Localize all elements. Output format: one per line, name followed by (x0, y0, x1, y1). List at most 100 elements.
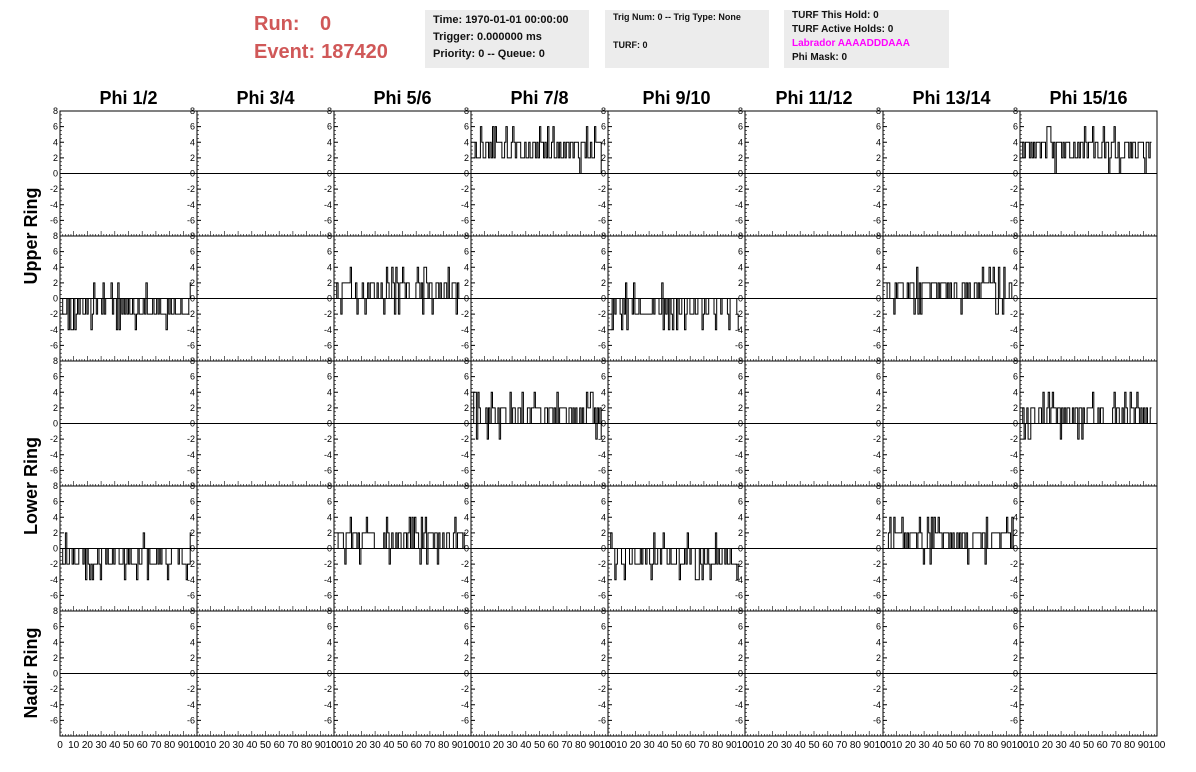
x-tick-label: 80 (987, 740, 999, 751)
x-tick-label: 0 (468, 740, 474, 751)
y-tick-label: 2 (1013, 528, 1018, 538)
y-tick-label: -4 (461, 200, 469, 210)
y-tick-label: -6 (324, 715, 332, 725)
x-tick-label: 80 (164, 740, 176, 751)
y-tick-label: 8 (327, 356, 332, 366)
y-tick-label: 6 (327, 622, 332, 632)
y-tick-label: 2 (876, 153, 881, 163)
y-tick-label: -6 (50, 215, 58, 225)
waveform-trace (336, 266, 466, 315)
x-tick-label: 100 (326, 740, 343, 751)
x-tick-label: 100 (737, 740, 754, 751)
y-tick-label: 2 (738, 653, 743, 663)
y-tick-label: -4 (324, 200, 332, 210)
y-tick-label: 2 (1013, 653, 1018, 663)
y-tick-label: -2 (873, 184, 881, 194)
y-tick-label: 0 (601, 169, 606, 179)
y-tick-label: -4 (735, 575, 743, 585)
y-tick-label: 4 (53, 262, 58, 272)
x-tick-label: 90 (1138, 740, 1150, 751)
y-tick-label: -4 (735, 700, 743, 710)
x-tick-label: 80 (712, 740, 724, 751)
y-tick-label: -6 (50, 590, 58, 600)
y-tick-label: 4 (190, 512, 195, 522)
x-tick-label: 80 (575, 740, 587, 751)
y-tick-label: -6 (187, 340, 195, 350)
y-tick-label: 4 (190, 387, 195, 397)
x-tick-label: 20 (1042, 740, 1054, 751)
y-tick-label: -2 (50, 434, 58, 444)
x-tick-label: 30 (370, 740, 382, 751)
y-tick-label: 8 (1013, 356, 1018, 366)
y-tick-label: 6 (738, 622, 743, 632)
y-tick-label: 6 (327, 247, 332, 257)
y-tick-label: 2 (53, 653, 58, 663)
y-tick-label: 8 (464, 606, 469, 616)
y-tick-label: 0 (1013, 294, 1018, 304)
y-tick-label: 0 (601, 419, 606, 429)
y-tick-label: 2 (876, 653, 881, 663)
column-header: Phi 13/14 (912, 88, 990, 108)
y-tick-label: 2 (601, 653, 606, 663)
y-tick-label: -2 (50, 684, 58, 694)
x-tick-label: 80 (1124, 740, 1136, 751)
y-tick-label: 8 (327, 106, 332, 116)
y-tick-label: 8 (1013, 106, 1018, 116)
y-tick-label: 6 (190, 497, 195, 507)
y-tick-label: 6 (190, 622, 195, 632)
x-tick-label: 50 (808, 740, 820, 751)
x-tick-label: 40 (1069, 740, 1081, 751)
x-tick-label: 70 (973, 740, 985, 751)
x-tick-label: 10 (616, 740, 628, 751)
x-tick-label: 30 (233, 740, 245, 751)
y-tick-label: -2 (187, 184, 195, 194)
y-tick-label: 8 (876, 231, 881, 241)
x-tick-label: 80 (850, 740, 862, 751)
y-tick-label: 4 (190, 262, 195, 272)
y-tick-label: -2 (461, 559, 469, 569)
y-tick-label: 6 (738, 247, 743, 257)
y-tick-label: 8 (1013, 606, 1018, 616)
y-tick-label: 8 (327, 481, 332, 491)
y-tick-label: 4 (1013, 512, 1018, 522)
y-tick-label: 2 (464, 153, 469, 163)
y-tick-label: 8 (601, 356, 606, 366)
y-tick-label: 8 (53, 481, 58, 491)
y-tick-label: 8 (53, 606, 58, 616)
y-tick-label: 4 (327, 512, 332, 522)
x-tick-label: 100 (1012, 740, 1029, 751)
y-tick-label: 2 (601, 528, 606, 538)
y-tick-label: 2 (738, 403, 743, 413)
y-tick-label: -2 (324, 184, 332, 194)
x-tick-label: 80 (301, 740, 313, 751)
waveform-trace (610, 532, 740, 581)
y-tick-label: -2 (50, 559, 58, 569)
y-tick-label: -2 (324, 559, 332, 569)
y-tick-label: 2 (464, 528, 469, 538)
y-tick-label: 0 (738, 419, 743, 429)
y-tick-label: -4 (324, 325, 332, 335)
y-tick-label: 6 (327, 122, 332, 132)
y-tick-label: 8 (876, 356, 881, 366)
y-tick-label: 8 (190, 231, 195, 241)
x-tick-label: 40 (246, 740, 258, 751)
y-tick-label: 6 (53, 122, 58, 132)
y-tick-label: 8 (738, 481, 743, 491)
y-tick-label: 8 (738, 606, 743, 616)
y-tick-label: 4 (53, 137, 58, 147)
column-header: Phi 11/12 (775, 88, 852, 108)
y-tick-label: 6 (464, 122, 469, 132)
x-tick-label: 30 (507, 740, 519, 751)
y-tick-label: -4 (873, 575, 881, 585)
y-tick-label: -6 (598, 340, 606, 350)
y-tick-label: 6 (1013, 622, 1018, 632)
y-tick-label: -4 (735, 325, 743, 335)
time-info-box: Time: 1970-01-01 00:00:00 Trigger: 0.000… (425, 10, 589, 68)
y-tick-label: 6 (876, 122, 881, 132)
y-tick-label: -2 (50, 309, 58, 319)
y-tick-label: 8 (190, 106, 195, 116)
x-tick-label: 50 (397, 740, 409, 751)
y-tick-label: 0 (53, 669, 58, 679)
y-tick-label: -2 (50, 184, 58, 194)
y-tick-label: -4 (187, 325, 195, 335)
